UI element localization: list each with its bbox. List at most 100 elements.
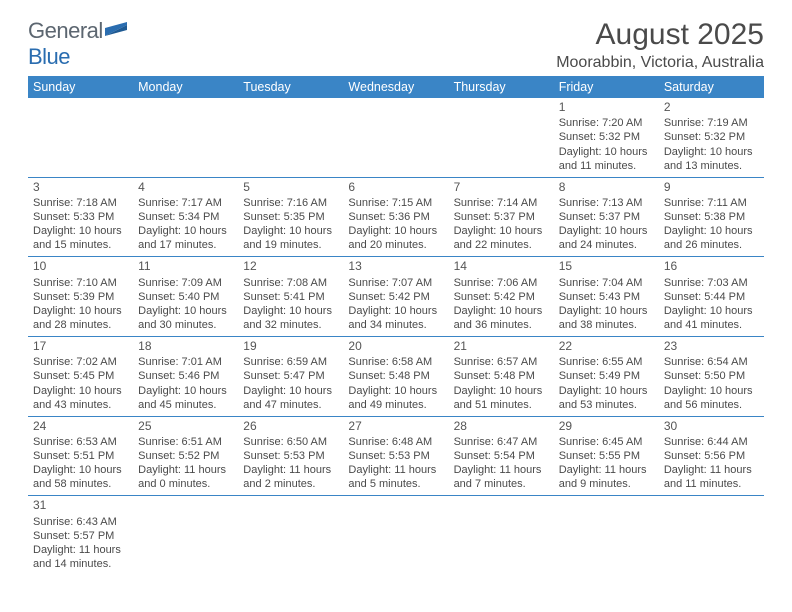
daylight-text: Daylight: 10 hours (33, 384, 128, 398)
calendar-empty-cell (133, 496, 238, 575)
day-number: 13 (348, 259, 443, 274)
sunset-text: Sunset: 5:48 PM (348, 369, 443, 383)
day-number: 12 (243, 259, 338, 274)
sunset-text: Sunset: 5:53 PM (243, 449, 338, 463)
sunrise-text: Sunrise: 7:15 AM (348, 196, 443, 210)
calendar-day-cell: 23Sunrise: 6:54 AMSunset: 5:50 PMDayligh… (659, 337, 764, 417)
sunset-text: Sunset: 5:54 PM (454, 449, 549, 463)
calendar-day-cell: 26Sunrise: 6:50 AMSunset: 5:53 PMDayligh… (238, 416, 343, 496)
calendar-page: General August 2025 Moorabbin, Victoria,… (0, 0, 792, 585)
calendar-day-cell: 28Sunrise: 6:47 AMSunset: 5:54 PMDayligh… (449, 416, 554, 496)
sunset-text: Sunset: 5:48 PM (454, 369, 549, 383)
day-number: 18 (138, 339, 233, 354)
daylight-text: and 17 minutes. (138, 238, 233, 252)
calendar-day-cell: 25Sunrise: 6:51 AMSunset: 5:52 PMDayligh… (133, 416, 238, 496)
day-number: 9 (664, 180, 759, 195)
daylight-text: and 9 minutes. (559, 477, 654, 491)
calendar-day-cell: 13Sunrise: 7:07 AMSunset: 5:42 PMDayligh… (343, 257, 448, 337)
daylight-text: and 30 minutes. (138, 318, 233, 332)
calendar-empty-cell (449, 98, 554, 177)
daylight-text: and 56 minutes. (664, 398, 759, 412)
calendar-empty-cell (449, 496, 554, 575)
calendar-day-cell: 3Sunrise: 7:18 AMSunset: 5:33 PMDaylight… (28, 177, 133, 257)
day-number: 28 (454, 419, 549, 434)
calendar-day-cell: 21Sunrise: 6:57 AMSunset: 5:48 PMDayligh… (449, 337, 554, 417)
daylight-text: and 58 minutes. (33, 477, 128, 491)
sunset-text: Sunset: 5:56 PM (664, 449, 759, 463)
daylight-text: Daylight: 11 hours (243, 463, 338, 477)
daylight-text: and 26 minutes. (664, 238, 759, 252)
day-number: 30 (664, 419, 759, 434)
daylight-text: Daylight: 11 hours (559, 463, 654, 477)
day-number: 1 (559, 100, 654, 115)
daylight-text: Daylight: 10 hours (454, 224, 549, 238)
sunrise-text: Sunrise: 6:57 AM (454, 355, 549, 369)
daylight-text: and 41 minutes. (664, 318, 759, 332)
daylight-text: Daylight: 10 hours (348, 304, 443, 318)
daylight-text: Daylight: 11 hours (348, 463, 443, 477)
sunset-text: Sunset: 5:42 PM (454, 290, 549, 304)
daylight-text: Daylight: 10 hours (454, 304, 549, 318)
sunset-text: Sunset: 5:53 PM (348, 449, 443, 463)
daylight-text: Daylight: 10 hours (243, 224, 338, 238)
sunset-text: Sunset: 5:50 PM (664, 369, 759, 383)
sunrise-text: Sunrise: 6:48 AM (348, 435, 443, 449)
flag-icon (105, 22, 127, 36)
calendar-day-cell: 2Sunrise: 7:19 AMSunset: 5:32 PMDaylight… (659, 98, 764, 177)
day-number: 15 (559, 259, 654, 274)
calendar-day-cell: 17Sunrise: 7:02 AMSunset: 5:45 PMDayligh… (28, 337, 133, 417)
sunrise-text: Sunrise: 7:01 AM (138, 355, 233, 369)
calendar-day-cell: 29Sunrise: 6:45 AMSunset: 5:55 PMDayligh… (554, 416, 659, 496)
daylight-text: and 11 minutes. (559, 159, 654, 173)
day-number: 4 (138, 180, 233, 195)
sunset-text: Sunset: 5:37 PM (454, 210, 549, 224)
daylight-text: Daylight: 11 hours (138, 463, 233, 477)
weekday-header: Saturday (659, 76, 764, 98)
daylight-text: and 14 minutes. (33, 557, 128, 571)
daylight-text: Daylight: 10 hours (454, 384, 549, 398)
daylight-text: Daylight: 10 hours (559, 304, 654, 318)
daylight-text: and 28 minutes. (33, 318, 128, 332)
sunset-text: Sunset: 5:43 PM (559, 290, 654, 304)
calendar-day-cell: 20Sunrise: 6:58 AMSunset: 5:48 PMDayligh… (343, 337, 448, 417)
day-number: 19 (243, 339, 338, 354)
daylight-text: Daylight: 10 hours (138, 224, 233, 238)
sunrise-text: Sunrise: 6:51 AM (138, 435, 233, 449)
day-number: 25 (138, 419, 233, 434)
daylight-text: and 38 minutes. (559, 318, 654, 332)
daylight-text: and 5 minutes. (348, 477, 443, 491)
calendar-empty-cell (28, 98, 133, 177)
day-number: 10 (33, 259, 128, 274)
weekday-header: Monday (133, 76, 238, 98)
daylight-text: Daylight: 10 hours (348, 384, 443, 398)
daylight-text: and 11 minutes. (664, 477, 759, 491)
sunset-text: Sunset: 5:55 PM (559, 449, 654, 463)
calendar-day-cell: 15Sunrise: 7:04 AMSunset: 5:43 PMDayligh… (554, 257, 659, 337)
daylight-text: Daylight: 10 hours (559, 145, 654, 159)
sunset-text: Sunset: 5:35 PM (243, 210, 338, 224)
sunset-text: Sunset: 5:32 PM (559, 130, 654, 144)
daylight-text: Daylight: 10 hours (559, 384, 654, 398)
daylight-text: and 36 minutes. (454, 318, 549, 332)
sunset-text: Sunset: 5:47 PM (243, 369, 338, 383)
calendar-header-row: SundayMondayTuesdayWednesdayThursdayFrid… (28, 76, 764, 98)
sunrise-text: Sunrise: 6:54 AM (664, 355, 759, 369)
calendar-empty-cell (133, 98, 238, 177)
sunset-text: Sunset: 5:34 PM (138, 210, 233, 224)
calendar-day-cell: 11Sunrise: 7:09 AMSunset: 5:40 PMDayligh… (133, 257, 238, 337)
day-number: 8 (559, 180, 654, 195)
day-number: 31 (33, 498, 128, 513)
calendar-week-row: 10Sunrise: 7:10 AMSunset: 5:39 PMDayligh… (28, 257, 764, 337)
sunrise-text: Sunrise: 7:14 AM (454, 196, 549, 210)
daylight-text: and 34 minutes. (348, 318, 443, 332)
day-number: 14 (454, 259, 549, 274)
calendar-day-cell: 8Sunrise: 7:13 AMSunset: 5:37 PMDaylight… (554, 177, 659, 257)
calendar-week-row: 3Sunrise: 7:18 AMSunset: 5:33 PMDaylight… (28, 177, 764, 257)
sunrise-text: Sunrise: 7:10 AM (33, 276, 128, 290)
calendar-day-cell: 1Sunrise: 7:20 AMSunset: 5:32 PMDaylight… (554, 98, 659, 177)
sunset-text: Sunset: 5:49 PM (559, 369, 654, 383)
daylight-text: Daylight: 10 hours (243, 384, 338, 398)
day-number: 17 (33, 339, 128, 354)
sunrise-text: Sunrise: 6:53 AM (33, 435, 128, 449)
calendar-day-cell: 7Sunrise: 7:14 AMSunset: 5:37 PMDaylight… (449, 177, 554, 257)
